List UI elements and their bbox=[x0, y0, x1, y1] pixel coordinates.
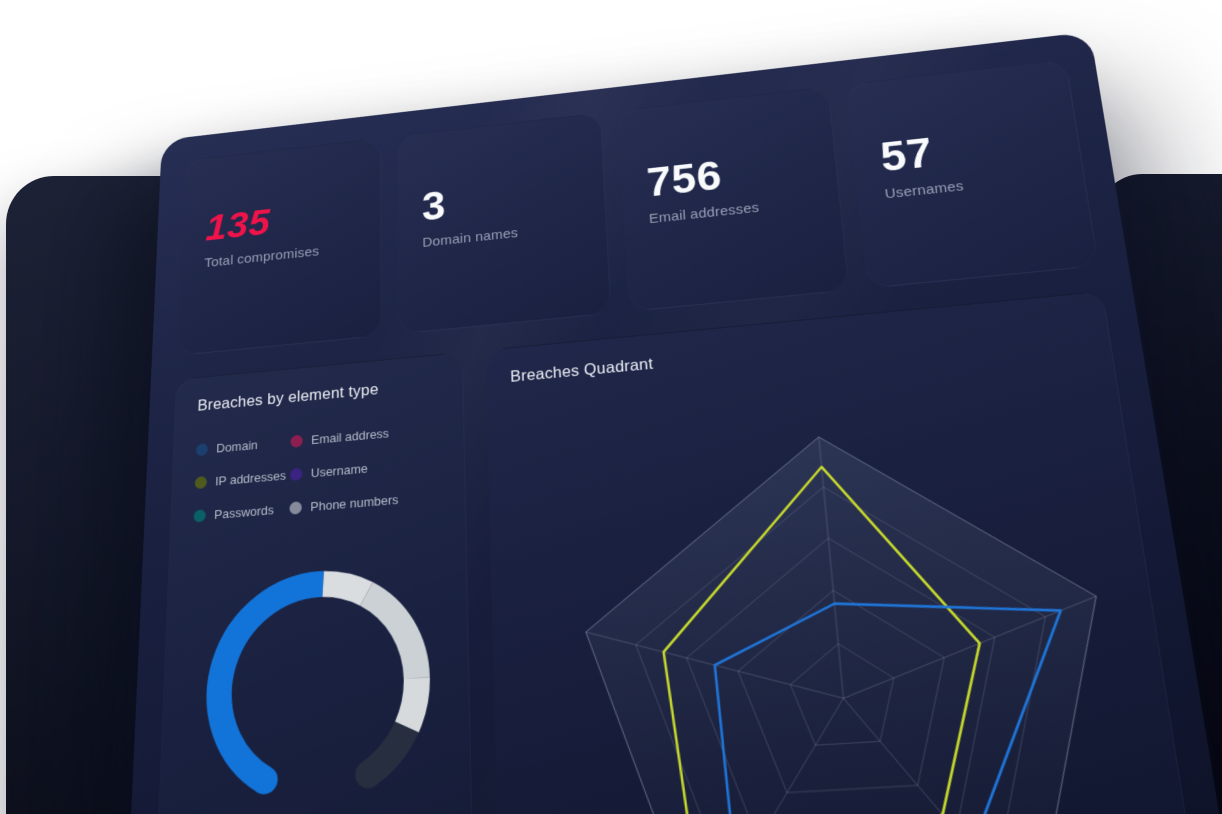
stat-card-total-compromises: 135 Total compromises bbox=[176, 137, 382, 356]
gauge-segment-blue-segment bbox=[217, 584, 324, 783]
legend-item: Phone numbers bbox=[289, 488, 443, 515]
stat-value: 57 bbox=[878, 128, 936, 181]
legend-label: Passwords bbox=[213, 502, 275, 522]
gauge-rounded-cap bbox=[355, 759, 382, 789]
legend-item: Domain bbox=[195, 436, 282, 458]
stat-card-domain-names: 3 Domain names bbox=[396, 112, 611, 335]
legend-label: Email address bbox=[311, 425, 389, 448]
card-title: Breaches by element type bbox=[197, 381, 379, 415]
legend-dot-icon bbox=[289, 467, 303, 482]
stat-value: 756 bbox=[645, 151, 724, 206]
gauge-segment-light-segment-2 bbox=[366, 590, 416, 682]
stat-card-usernames: 57 Usernames bbox=[845, 59, 1099, 289]
legend-label: Phone numbers bbox=[310, 492, 399, 515]
gauge-segment-light-segment-1 bbox=[323, 581, 366, 597]
radar-chart bbox=[516, 370, 1201, 814]
legend-label: Username bbox=[310, 461, 368, 481]
stat-card-email-addresses: 756 Email addresses bbox=[617, 86, 850, 312]
breaches-quadrant-card: Breaches Quadrant bbox=[485, 290, 1201, 814]
stat-value: 3 bbox=[421, 182, 447, 230]
card-title: Breaches Quadrant bbox=[510, 355, 654, 386]
breach-type-legend: Domain Email address IP addresses Username P… bbox=[193, 421, 443, 523]
legend-item: Email address bbox=[290, 421, 442, 449]
legend-dot-icon bbox=[193, 509, 206, 523]
breaches-by-element-type-card: Breaches by element type Domain Email add… bbox=[152, 351, 475, 814]
legend-label: IP addresses bbox=[215, 468, 287, 489]
gauge-segment-light-segment-3 bbox=[406, 679, 417, 728]
dashboard-panel: 135 Total compromises 3 Domain names 756… bbox=[123, 31, 1222, 814]
legend-dot-icon bbox=[289, 501, 302, 515]
chart-section-row: Breaches by element type Domain Email add… bbox=[152, 290, 1201, 814]
legend-label: Domain bbox=[216, 437, 258, 456]
legend-dot-icon bbox=[290, 434, 303, 448]
legend-item: Username bbox=[289, 455, 443, 482]
radar-grid-ring bbox=[578, 416, 1144, 814]
legend-item: IP addresses bbox=[194, 468, 286, 491]
stat-value: 135 bbox=[204, 201, 271, 250]
donut-gauge-chart bbox=[183, 544, 452, 814]
legend-item: Passwords bbox=[193, 502, 280, 524]
legend-dot-icon bbox=[194, 475, 208, 490]
legend-dot-icon bbox=[195, 443, 209, 457]
